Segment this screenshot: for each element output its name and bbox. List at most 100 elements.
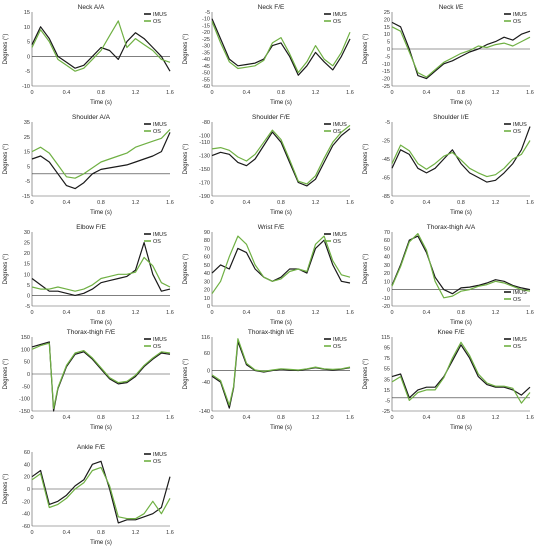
x-axis-label: Time (s) <box>90 320 112 326</box>
series-line-imus <box>211 128 351 187</box>
legend-label: IMUS <box>513 290 527 296</box>
y-axis-label: Degrees (°) <box>3 254 9 285</box>
x-tick-label: 1.6 <box>166 90 174 96</box>
x-tick-label: 0.4 <box>63 415 71 421</box>
x-axis-label: Time (s) <box>270 425 292 431</box>
x-tick-label: 0.4 <box>63 530 71 536</box>
series-line-os <box>211 235 351 295</box>
x-tick-label: 0 <box>30 530 33 536</box>
y-tick-label: -5 <box>385 54 390 60</box>
x-tick-label: 0.4 <box>63 310 71 316</box>
legend-label: IMUS <box>333 12 347 18</box>
chart-title: Thorax-thigh A/A <box>427 224 476 231</box>
chart-panel-11: Knee F/E 0 0.4 0.8 1.2 1.6 -25 -5 15 35 55 75 95 115 T… <box>360 325 538 433</box>
series-line-imus <box>31 26 171 72</box>
x-tick-label: 1.6 <box>346 200 354 206</box>
y-tick-label: -50 <box>202 71 210 77</box>
x-tick-label: 0.4 <box>243 310 251 316</box>
y-tick-label: -20 <box>202 30 210 36</box>
x-tick-label: 0 <box>30 415 33 421</box>
y-tick-label: 10 <box>24 272 30 278</box>
y-tick-label: 25 <box>24 241 30 247</box>
series-line-imus <box>211 341 351 409</box>
legend-label: IMUS <box>513 337 527 343</box>
y-tick-label: -60 <box>202 84 210 90</box>
x-tick-label: 0.8 <box>97 200 105 206</box>
chart-title: Knee F/E <box>437 329 465 336</box>
x-axis-label: Time (s) <box>270 320 292 326</box>
y-tick-label: -150 <box>199 167 210 173</box>
y-tick-label: -110 <box>199 140 210 146</box>
chart-svg: Thorax-thigh F/E 0 0.4 0.8 1.2 1.6 -150 -100 -50… <box>3 329 174 431</box>
x-tick-label: 1.6 <box>526 310 534 316</box>
y-axis-label: Degrees (°) <box>183 359 189 390</box>
chart-panel-5: Shoulder I/E 0 0.4 0.8 1.2 1.6 -5 -25 -45 -65 -85 T… <box>360 110 538 218</box>
y-tick-label: -10 <box>382 296 390 302</box>
y-tick-label: 25 <box>384 10 390 16</box>
y-axis-label: Degrees (°) <box>183 34 189 65</box>
x-tick-label: 0 <box>210 200 213 206</box>
chart-panel-3: Shoulder A/A 0 0.4 0.8 1.2 1.6 -15 -5 5 15 25 35 Tim… <box>0 110 178 218</box>
x-tick-label: 1.2 <box>312 415 320 421</box>
x-tick-label: 0.4 <box>63 90 71 96</box>
y-tick-label: 20 <box>384 271 390 277</box>
y-tick-label: 75 <box>384 356 390 362</box>
x-tick-label: 0 <box>390 310 393 316</box>
x-tick-label: 1.2 <box>132 530 140 536</box>
y-tick-label: -60 <box>22 524 30 530</box>
series-line-os <box>31 342 171 410</box>
series-line-os <box>31 256 171 292</box>
x-axis-label: Time (s) <box>90 425 112 431</box>
legend-label: IMUS <box>333 337 347 343</box>
y-tick-label: 60 <box>384 238 390 244</box>
y-tick-label: 50 <box>24 360 30 366</box>
legend-label: OS <box>513 344 521 350</box>
y-tick-label: 10 <box>384 279 390 285</box>
series-line-os <box>391 341 531 404</box>
y-tick-label: -5 <box>385 398 390 404</box>
x-axis-label: Time (s) <box>450 425 472 431</box>
y-tick-label: 10 <box>204 296 210 302</box>
y-tick-label: 95 <box>384 346 390 352</box>
y-tick-label: 20 <box>384 17 390 23</box>
y-tick-label: -30 <box>202 44 210 50</box>
y-tick-label: 15 <box>24 150 30 156</box>
y-tick-label: 0 <box>27 293 30 299</box>
x-axis-label: Time (s) <box>450 210 472 216</box>
x-tick-label: 0.4 <box>423 90 431 96</box>
x-tick-label: 0.8 <box>457 310 465 316</box>
chart-title: Elbow F/E <box>76 224 106 231</box>
chart-title: Thorax-thigh F/E <box>67 329 116 336</box>
y-tick-label: 20 <box>204 288 210 294</box>
x-tick-label: 0 <box>390 200 393 206</box>
x-axis-label: Time (s) <box>270 210 292 216</box>
y-axis-label: Degrees (°) <box>3 144 9 175</box>
x-tick-label: 0.8 <box>277 415 285 421</box>
y-tick-label: -170 <box>199 181 210 187</box>
legend-label: OS <box>333 239 341 245</box>
x-tick-label: 0 <box>30 310 33 316</box>
chart-svg: Ankle F/E 0 0.4 0.8 1.2 1.6 -60 -40 -20 0 20 40 60 Ti… <box>3 444 174 546</box>
chart-title: Neck I/E <box>439 4 464 11</box>
x-axis-label: Time (s) <box>270 100 292 106</box>
y-tick-label: -45 <box>202 64 210 70</box>
chart-title: Thorax-thigh I/E <box>248 329 295 336</box>
legend-label: OS <box>333 344 341 350</box>
y-tick-label: 115 <box>381 335 390 341</box>
x-axis-label: Time (s) <box>90 100 112 106</box>
x-tick-label: 0 <box>390 90 393 96</box>
legend-label: IMUS <box>153 337 167 343</box>
y-tick-label: -25 <box>202 37 210 43</box>
y-axis-label: Degrees (°) <box>183 254 189 285</box>
legend-label: IMUS <box>153 232 167 238</box>
y-tick-label: 10 <box>24 25 30 31</box>
y-tick-label: 0 <box>387 288 390 294</box>
legend-label: IMUS <box>513 122 527 128</box>
x-tick-label: 1.2 <box>492 200 500 206</box>
y-tick-label: 0 <box>387 47 390 53</box>
series-line-os <box>391 140 531 178</box>
chart-svg: Shoulder I/E 0 0.4 0.8 1.2 1.6 -5 -25 -45 -65 -85 T… <box>363 114 534 216</box>
series-line-imus <box>31 460 171 524</box>
legend-label: OS <box>513 297 521 303</box>
legend-label: OS <box>513 19 521 25</box>
